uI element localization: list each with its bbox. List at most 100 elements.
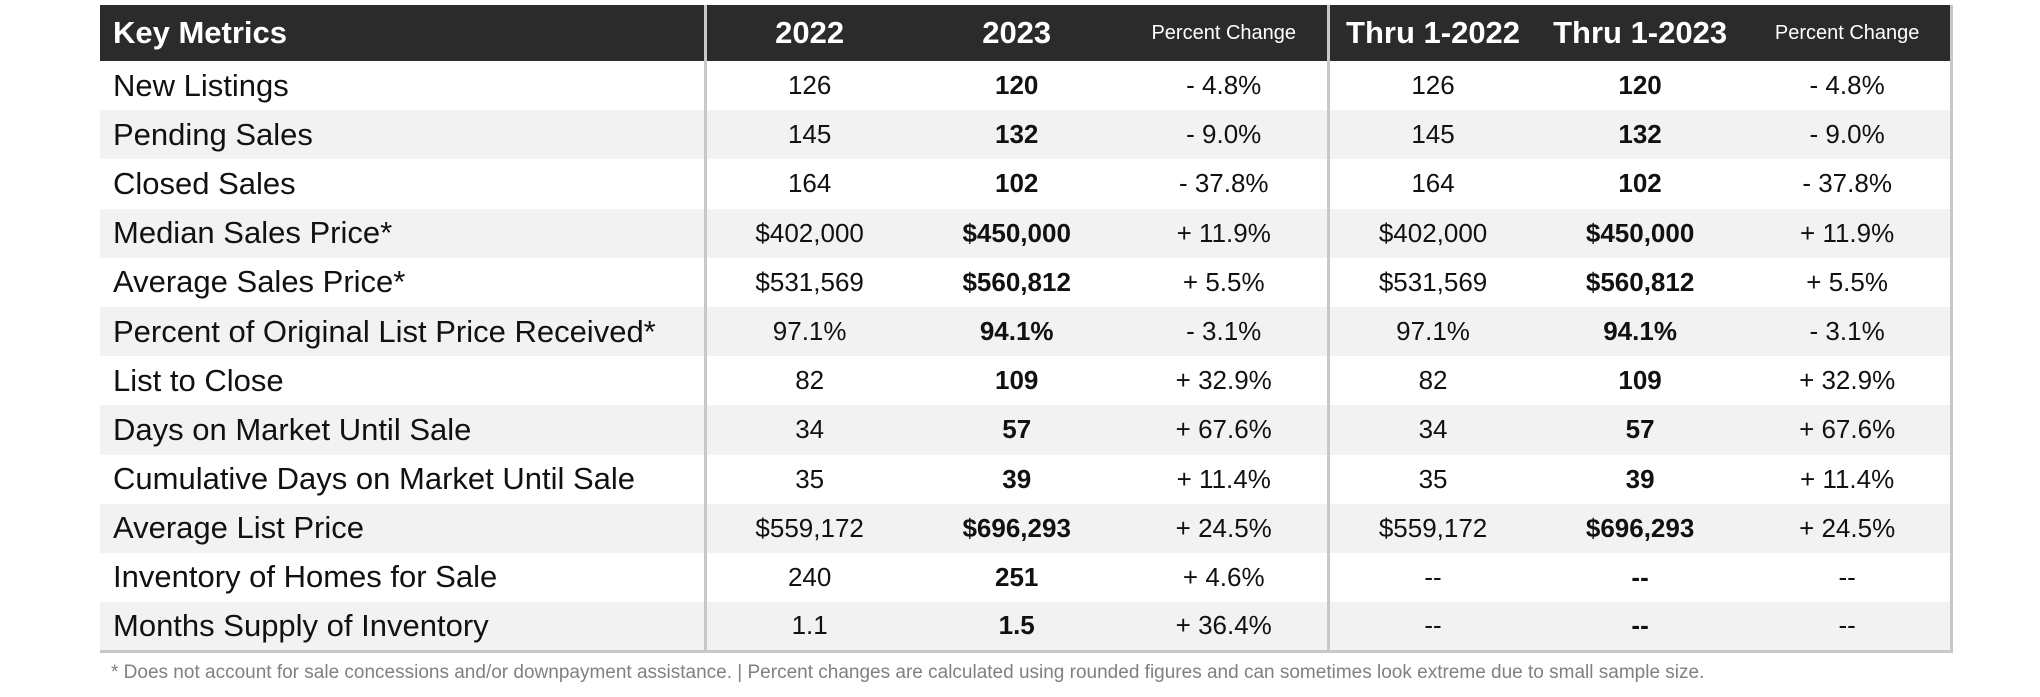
- value-thru-2023: 57: [1625, 414, 1655, 445]
- value-thru-2023: $450,000: [1585, 217, 1695, 248]
- percent-change: + 32.9%: [1175, 365, 1272, 396]
- percent-change: + 36.4%: [1120, 602, 1329, 653]
- value-thru-2022: $402,000: [1326, 208, 1537, 258]
- value-2022: 164: [703, 159, 913, 209]
- header-2022: 2022: [703, 5, 913, 61]
- value-thru-2022: --: [1326, 552, 1537, 603]
- value-2022: 82: [703, 356, 913, 406]
- value-thru-2023: $560,812: [1585, 266, 1695, 297]
- value-2022: 1.1: [703, 602, 913, 653]
- value-2022: 240: [703, 552, 913, 603]
- key-metrics-table-container: Key Metrics 2022 2023 Percent Change Thr…: [100, 5, 1954, 653]
- value-thru-2022: 97.1%: [1326, 306, 1537, 357]
- percent-change: - 9.0%: [1186, 119, 1262, 150]
- table-row: Median Sales Price* $402,000 $450,000 + 11.…: [100, 208, 1954, 258]
- value-thru-2022: 35: [1326, 454, 1537, 504]
- value-thru-2022: 126: [1326, 61, 1537, 111]
- percent-change: + 4.6%: [1182, 561, 1265, 592]
- value-thru-2023: 109: [1618, 365, 1662, 396]
- ytd-percent-change: - 9.0%: [1743, 110, 1954, 160]
- ytd-percent-change: + 11.9%: [1743, 208, 1954, 258]
- key-metrics-table: Key Metrics 2022 2023 Percent Change Thr…: [100, 5, 1954, 653]
- value-2022: $531,569: [703, 257, 913, 307]
- table-row: Percent of Original List Price Received*…: [100, 306, 1954, 357]
- table-header-row: Key Metrics 2022 2023 Percent Change Thr…: [100, 5, 1954, 61]
- metric-label: New Listings: [113, 67, 289, 103]
- value-2023: 251: [995, 561, 1039, 592]
- value-2023: 39: [1002, 463, 1032, 494]
- ytd-percent-change: --: [1743, 552, 1954, 603]
- table-row: Months Supply of Inventory 1.1 1.5 + 36.4% -…: [100, 602, 1954, 653]
- value-2022: 35: [703, 454, 913, 504]
- metric-label: Closed Sales: [113, 165, 296, 201]
- header-thru-2022: Thru 1-2022: [1326, 5, 1537, 61]
- value-thru-2023: 102: [1618, 168, 1662, 199]
- ytd-percent-change: + 24.5%: [1743, 503, 1954, 553]
- value-thru-2023: 94.1%: [1603, 316, 1677, 347]
- value-2023: 109: [995, 365, 1039, 396]
- metric-label: Months Supply of Inventory: [100, 602, 705, 653]
- value-2022: 145: [703, 110, 913, 160]
- percent-change: + 67.6%: [1175, 414, 1272, 445]
- metric-label: Inventory of Homes for Sale: [113, 559, 498, 595]
- ytd-percent-change: + 5.5%: [1743, 257, 1954, 307]
- ytd-percent-change: - 37.8%: [1743, 159, 1954, 209]
- value-thru-2022: 34: [1326, 405, 1537, 455]
- value-2023: $450,000: [962, 217, 1071, 248]
- value-2022: 97.1%: [703, 306, 913, 357]
- percent-change: - 37.8%: [1178, 168, 1269, 199]
- value-2022: 126: [703, 61, 913, 111]
- value-thru-2022: $559,172: [1326, 503, 1537, 553]
- table-row: List to Close 82 109 + 32.9% 82 109 + 32.9%: [100, 356, 1954, 406]
- metric-label: Percent of Original List Price Received*: [113, 313, 656, 349]
- value-2023: 120: [995, 70, 1039, 101]
- header-ytd-percent-change: Percent Change: [1743, 5, 1954, 61]
- percent-change: - 3.1%: [1186, 316, 1262, 347]
- footnote: * Does not account for sale concessions …: [111, 662, 1705, 683]
- header-percent-change: Percent Change: [1151, 21, 1297, 44]
- table-body: New Listings 126 120- 4.8% 126 120- 4.8% Pend…: [100, 61, 1954, 653]
- ytd-percent-change: + 32.9%: [1743, 356, 1954, 406]
- value-2022: $402,000: [703, 208, 913, 258]
- percent-change: + 11.4%: [1176, 463, 1271, 494]
- ytd-percent-change: + 67.6%: [1743, 405, 1954, 455]
- table-row: Days on Market Until Sale 34 57 + 67.6% 34 57…: [100, 405, 1954, 455]
- table-row: Cumulative Days on Market Until Sale 35 39…: [100, 454, 1954, 504]
- value-thru-2022: --: [1326, 602, 1537, 653]
- value-thru-2023: --: [1631, 561, 1649, 592]
- metric-label: Days on Market Until Sale: [113, 411, 472, 447]
- ytd-percent-change: --: [1743, 602, 1954, 653]
- percent-change: + 11.9%: [1176, 217, 1271, 248]
- table-row: Average Sales Price* $531,569 $560,812 + 5.…: [100, 257, 1954, 307]
- value-thru-2023: 39: [1625, 463, 1655, 494]
- value-thru-2022: 145: [1326, 110, 1537, 160]
- table-row: Average List Price $559,172 $696,293 + 24.5…: [100, 503, 1954, 553]
- value-2022: 34: [703, 405, 913, 455]
- percent-change: - 4.8%: [1186, 70, 1262, 101]
- header-thru-2023: Thru 1-2023: [1553, 15, 1728, 50]
- percent-change: + 5.5%: [1182, 266, 1265, 297]
- metric-label: Cumulative Days on Market Until Sale: [113, 461, 636, 497]
- value-thru-2022: $531,569: [1326, 257, 1537, 307]
- percent-change: + 24.5%: [1175, 512, 1272, 543]
- value-2023: 57: [1002, 414, 1032, 445]
- ytd-percent-change: + 11.4%: [1743, 454, 1954, 504]
- value-2023: 1.5: [912, 602, 1121, 653]
- value-thru-2023: 132: [1618, 119, 1662, 150]
- value-2023: $696,293: [962, 512, 1071, 543]
- metric-label: Average List Price: [113, 510, 364, 546]
- value-thru-2023: --: [1536, 602, 1744, 653]
- ytd-percent-change: - 3.1%: [1743, 306, 1954, 357]
- value-2023: 94.1%: [979, 316, 1054, 347]
- value-2023: 132: [995, 119, 1039, 150]
- value-2022: $559,172: [703, 503, 913, 553]
- value-2023: $560,812: [962, 266, 1071, 297]
- table-row: Closed Sales 164 102 - 37.8% 164 102 - 37.8%: [100, 159, 1954, 209]
- value-thru-2023: 120: [1618, 70, 1662, 101]
- metric-label: Average Sales Price*: [113, 264, 406, 300]
- header-key-metrics: Key Metrics: [113, 15, 288, 50]
- table-row: Inventory of Homes for Sale 240 251 + 4.6% -…: [100, 552, 1954, 603]
- table-row: Pending Sales 145 132 - 9.0% 145 132 - 9.0%: [100, 110, 1954, 160]
- ytd-percent-change: - 4.8%: [1743, 61, 1954, 111]
- table-row: New Listings 126 120 - 4.8% 126 120 - 4.8%: [100, 61, 1954, 111]
